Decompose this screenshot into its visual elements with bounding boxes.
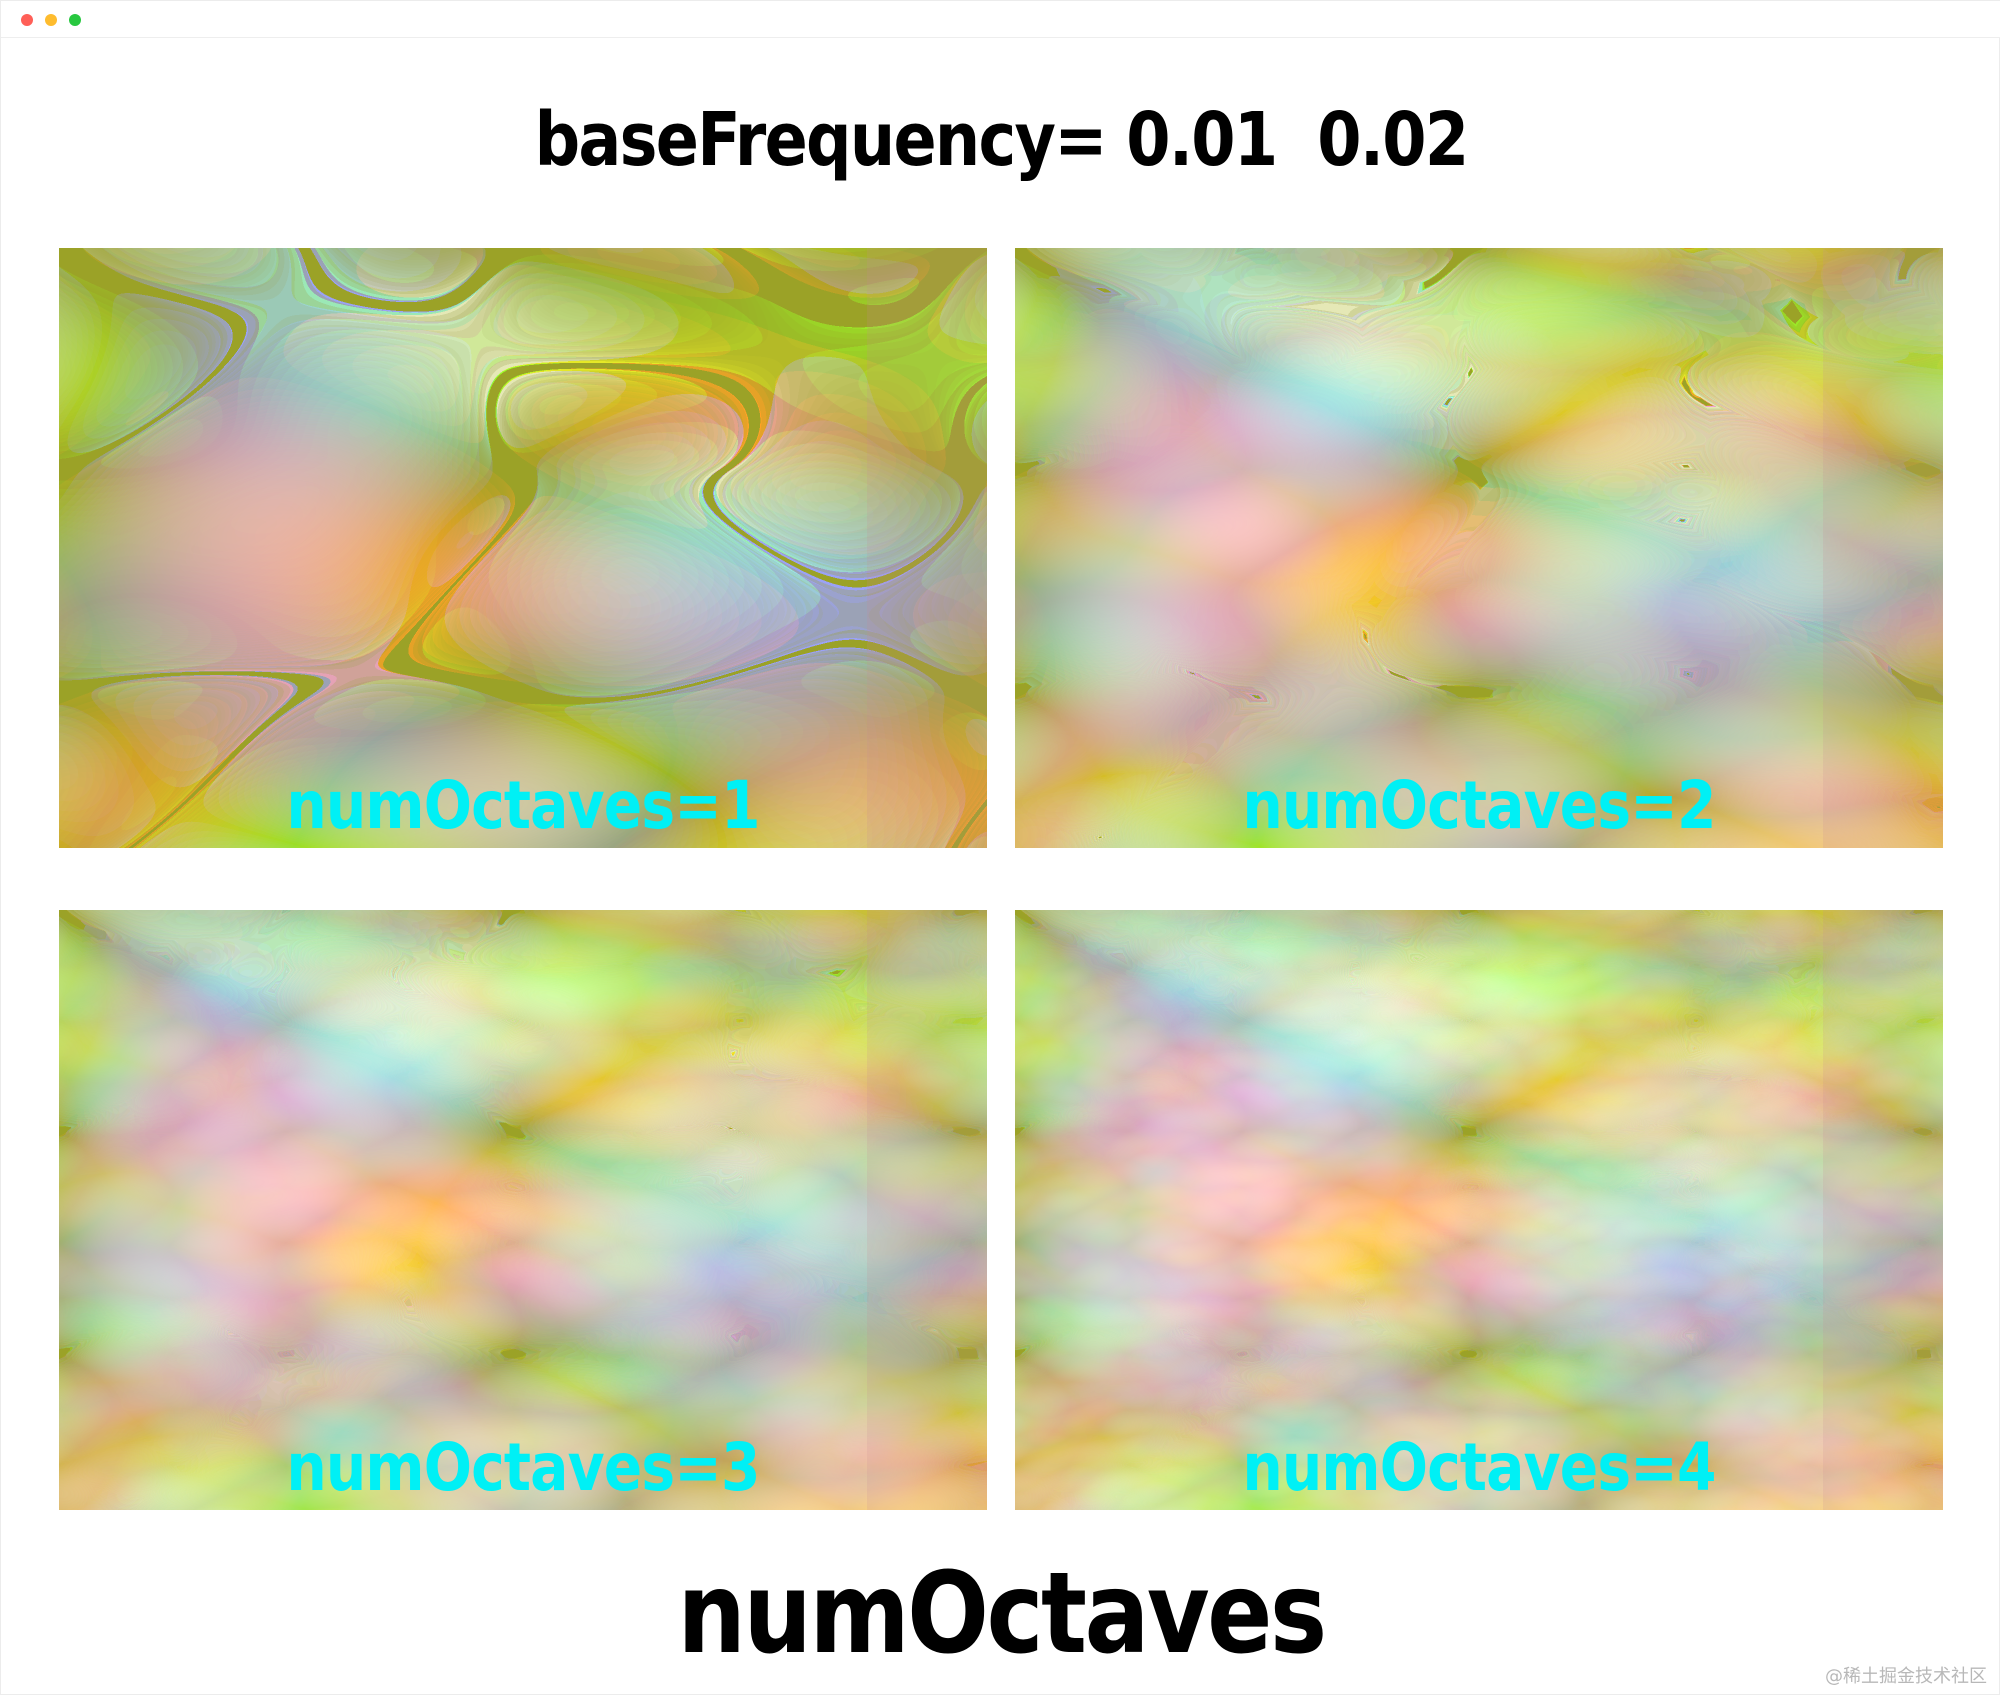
panel-edge-strip bbox=[1823, 248, 1943, 848]
noise-panel-octaves-1: numOctaves=1 bbox=[59, 248, 987, 848]
turbulence-image bbox=[59, 910, 987, 1510]
turbulence-image bbox=[1015, 910, 1943, 1510]
figure-caption: numOctaves bbox=[677, 1549, 1327, 1679]
page-title: baseFrequency= 0.01 0.02 bbox=[534, 97, 1470, 183]
panel-label: numOctaves=2 bbox=[1242, 767, 1716, 844]
title-bar bbox=[1, 1, 2000, 38]
panel-label: numOctaves=3 bbox=[286, 1429, 760, 1506]
turbulence-image bbox=[59, 248, 987, 848]
panel-edge-strip bbox=[1823, 910, 1943, 1510]
watermark: @稀土掘金技术社区 bbox=[1825, 1666, 1987, 1687]
panel-label: numOctaves=1 bbox=[286, 767, 760, 844]
noise-panel-octaves-3: numOctaves=3 bbox=[59, 910, 987, 1510]
panel-edge-strip bbox=[867, 248, 987, 848]
minimize-window-button[interactable] bbox=[45, 14, 57, 26]
maximize-window-button[interactable] bbox=[69, 14, 81, 26]
noise-panel-octaves-4: numOctaves=4 bbox=[1015, 910, 1943, 1510]
close-window-button[interactable] bbox=[21, 14, 33, 26]
turbulence-image bbox=[1015, 248, 1943, 848]
panel-edge-strip bbox=[867, 910, 987, 1510]
panel-label: numOctaves=4 bbox=[1242, 1429, 1716, 1506]
noise-panel-octaves-2: numOctaves=2 bbox=[1015, 248, 1943, 848]
